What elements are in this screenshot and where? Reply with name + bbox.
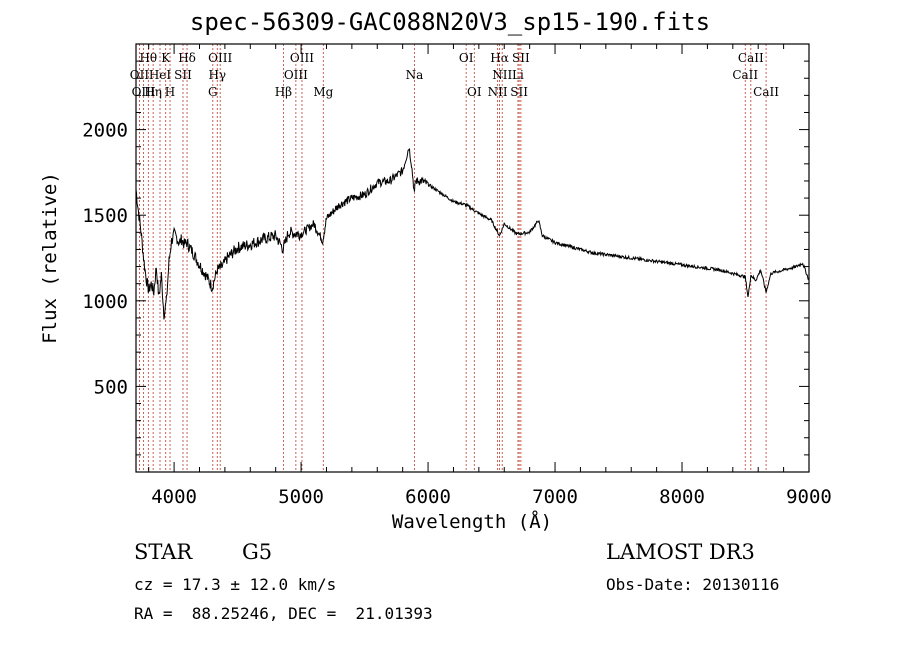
line-label-20: SII xyxy=(512,51,530,65)
x-tick-label: 4000 xyxy=(151,486,197,508)
line-label-18: OI xyxy=(467,85,482,99)
line-label-21: NII xyxy=(492,68,512,82)
flux-series xyxy=(135,148,810,320)
y-tick-label: 1500 xyxy=(82,205,128,227)
line-label-17: OI xyxy=(459,51,474,65)
line-label-16: Na xyxy=(406,68,424,82)
line-label-25: CaII xyxy=(738,51,764,65)
survey-label: LAMOST DR3 xyxy=(606,540,755,564)
y-axis-label: Flux (relative) xyxy=(39,172,61,344)
line-label-27: CaII xyxy=(753,85,779,99)
y-tick-label: 500 xyxy=(94,376,128,398)
y-tick-label: 2000 xyxy=(82,120,128,142)
plot-frame xyxy=(135,43,810,473)
line-label-23: NII xyxy=(488,85,508,99)
line-label-12: Hβ xyxy=(275,85,292,99)
line-label-2: HeI xyxy=(149,68,172,82)
line-label-15: Mg xyxy=(313,85,333,99)
line-label-7: H xyxy=(165,85,175,99)
line-label-10: Hγ xyxy=(208,68,226,82)
object-subclass: G5 xyxy=(242,540,273,564)
line-label-6: SII xyxy=(174,68,192,82)
coordinates-line: RA = 88.25246, DEC = 21.01393 xyxy=(134,604,433,623)
redshift-line: cz = 17.3 ± 12.0 km/s xyxy=(134,575,337,594)
line-label-13: OIII xyxy=(290,51,314,65)
chart-title: spec-56309-GAC088N20V3_sp15-190.fits xyxy=(189,8,711,36)
line-label-0: Hθ xyxy=(139,51,157,65)
line-label-9: OIII xyxy=(208,51,232,65)
x-tick-label: 7000 xyxy=(532,486,578,508)
line-label-8: Hδ xyxy=(178,51,196,65)
line-label-22: Li xyxy=(512,68,524,82)
x-tick-label: 8000 xyxy=(659,486,705,508)
flux-line xyxy=(135,148,810,320)
line-label-14: OIII xyxy=(284,68,308,82)
axis-ticks: 4000 5000 6000 7000 8000 9000 500 1000 1500 2000 xyxy=(82,44,832,508)
line-label-26: CaII xyxy=(732,68,758,82)
y-tick-label: 1000 xyxy=(82,291,128,313)
line-label-4: Hη xyxy=(144,85,162,99)
x-tick-label: 6000 xyxy=(405,486,451,508)
obs-date: Obs-Date: 20130116 xyxy=(606,575,780,594)
line-label-11: G xyxy=(208,85,218,99)
line-label-1: OII xyxy=(130,68,150,82)
x-axis-label: Wavelength (Å) xyxy=(392,510,552,533)
x-tick-label: 5000 xyxy=(278,486,324,508)
x-tick-label: 9000 xyxy=(786,486,832,508)
line-label-24: SII xyxy=(510,85,528,99)
line-label-19: Hα xyxy=(490,51,509,65)
object-class: STAR xyxy=(134,540,193,564)
line-label-5: K xyxy=(161,51,171,65)
